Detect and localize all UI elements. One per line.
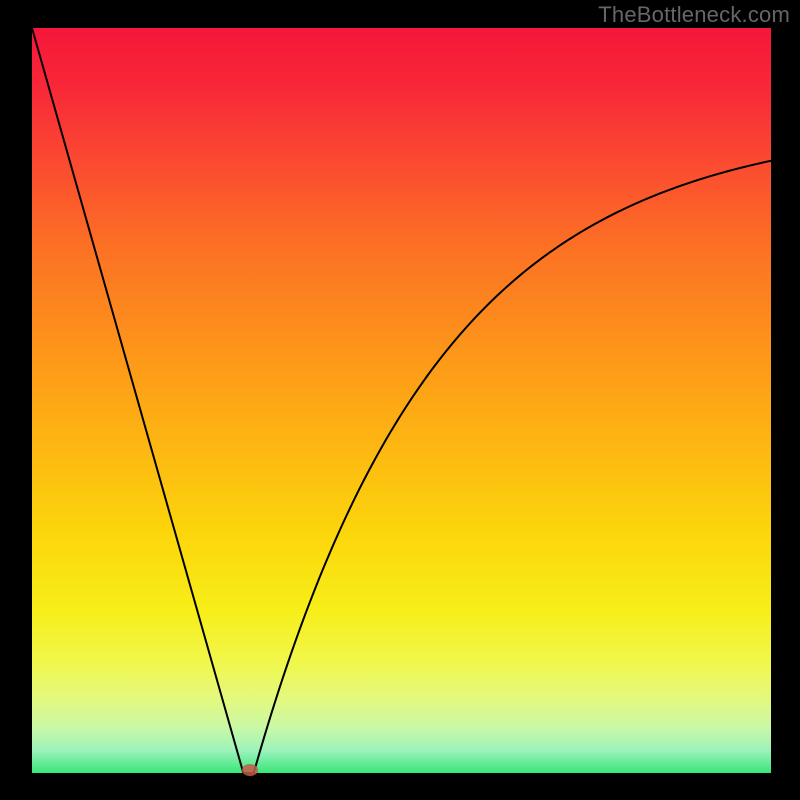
bottleneck-curve-plot	[0, 0, 800, 800]
minimum-marker	[242, 764, 258, 776]
gradient-background	[32, 28, 771, 773]
watermark-text: TheBottleneck.com	[598, 2, 790, 28]
chart-container: TheBottleneck.com	[0, 0, 800, 800]
